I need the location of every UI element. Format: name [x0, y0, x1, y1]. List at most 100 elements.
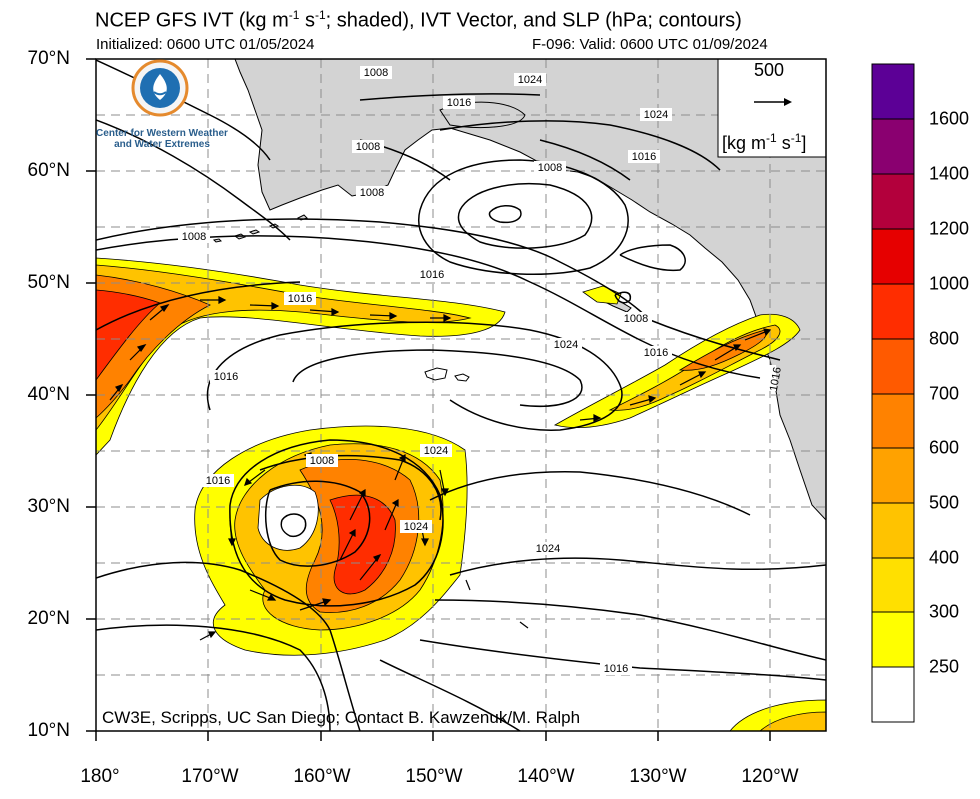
vector-arrow: [679, 371, 707, 386]
slp-label: 1008: [360, 187, 384, 199]
slp-label: 1008: [356, 141, 380, 153]
colorbar-bin: [871, 557, 915, 613]
lon-label: 170°W: [181, 766, 239, 787]
ivt-vectors: [109, 296, 772, 641]
lon-label: 150°W: [405, 766, 463, 787]
vector-arrow: [744, 328, 772, 341]
slp-label: 1016: [288, 293, 312, 305]
colorbar-label: 1000: [929, 273, 970, 294]
vector-arrow: [714, 344, 742, 361]
lat-label: 60°N: [27, 160, 70, 181]
colorbar-label: 1600: [929, 108, 970, 129]
slp-label: 1016: [604, 663, 628, 675]
credit-line: CW3E, Scripps, UC San Diego; Contact B. …: [102, 708, 581, 727]
colorbar-bin: [871, 393, 915, 449]
axis-ticks: [86, 58, 771, 741]
vector-arrow: [200, 296, 227, 304]
colorbar: [871, 63, 915, 723]
slp-label: 1024: [554, 339, 578, 351]
ivt-shading: [96, 257, 826, 731]
colorbar-bin: [871, 283, 915, 340]
slp-label: 1008: [624, 313, 648, 325]
slp-label: 1024: [518, 74, 542, 86]
slp-label: 1024: [424, 445, 448, 457]
slp-labels: 1008 1024 1016 1024 1008 1016 1008 1008 …: [178, 66, 784, 675]
lon-label: 160°W: [293, 766, 351, 787]
lon-label: 130°W: [629, 766, 687, 787]
map-area: 1008 1024 1016 1024 1008 1016 1008 1008 …: [96, 59, 826, 731]
vector-arrow: [149, 303, 170, 321]
colorbar-bin: [871, 63, 915, 120]
colorbar-bin: [871, 447, 915, 504]
colorbar-bin: [871, 666, 915, 723]
reference-vector-unit: [kg m-1 s-1]: [722, 131, 807, 153]
colorbar-label: 400: [929, 547, 960, 568]
colorbar-label: 800: [929, 328, 960, 349]
vector-arrow: [579, 414, 602, 422]
slp-label: 1016: [644, 347, 668, 359]
vector-arrow: [394, 453, 406, 481]
lat-label: 50°N: [27, 272, 70, 293]
reference-vector-value: 500: [754, 60, 785, 80]
cw3e-logo: [131, 59, 189, 117]
vector-arrow: [629, 395, 657, 406]
vector-arrow: [359, 553, 382, 581]
colorbar-label: 700: [929, 383, 960, 404]
vector-arrow: [430, 314, 452, 322]
logo-caption-2: and Water Extremes: [114, 139, 210, 150]
lat-label: 10°N: [27, 720, 70, 741]
colorbar-bin: [871, 118, 915, 175]
slp-label: 1016: [632, 151, 656, 163]
vector-arrow: [249, 589, 277, 601]
vector-arrow: [519, 621, 529, 629]
init-time: Initialized: 0600 UTC 01/05/2024: [96, 36, 315, 53]
lon-label: 180°: [80, 766, 120, 787]
logo-caption-1: Center for Western Weather: [96, 128, 228, 139]
colorbar-bin: [871, 502, 915, 559]
colorbar-label: 600: [929, 437, 960, 458]
vector-arrow: [349, 488, 366, 521]
vector-arrow: [299, 598, 332, 611]
colorbar-label: 300: [929, 601, 960, 622]
slp-label: 1016: [206, 475, 230, 487]
lat-label: 30°N: [27, 496, 70, 517]
slp-label: 1008: [538, 162, 562, 174]
colorbar-bin: [871, 611, 915, 668]
vector-arrow: [465, 579, 471, 591]
colorbar-bin: [871, 338, 915, 395]
vector-arrow: [439, 469, 449, 497]
slp-label: 1016: [447, 97, 471, 109]
colorbar-bin: [871, 228, 915, 285]
lat-label: 40°N: [27, 384, 70, 405]
slp-label: 1008: [364, 67, 388, 79]
map-title: NCEP GFS IVT (kg m-1 s-1; shaded), IVT V…: [95, 8, 742, 32]
lon-label: 120°W: [741, 766, 799, 787]
vector-arrow: [199, 631, 217, 641]
slp-label: 1008: [310, 455, 334, 467]
slp-label: 1016: [420, 269, 444, 281]
vector-arrow: [228, 519, 236, 547]
vector-arrow: [129, 343, 147, 361]
colorbar-label: 500: [929, 492, 960, 513]
slp-label: 1008: [182, 231, 206, 243]
slp-label: 1016: [768, 366, 784, 392]
valid-time: F-096: Valid: 0600 UTC 01/09/2024: [532, 36, 768, 53]
colorbar-bin: [871, 173, 915, 230]
slp-label: 1024: [404, 521, 428, 533]
colorbar-label: 1200: [929, 218, 970, 239]
colorbar-label: 250: [929, 656, 960, 677]
vector-arrow: [249, 302, 280, 310]
reference-vector-box: [717, 59, 826, 158]
slp-label: 1024: [536, 543, 560, 555]
vector-arrow: [109, 383, 124, 401]
vector-arrow: [244, 469, 266, 486]
vector-arrow: [384, 498, 399, 531]
colorbar-label: 1400: [929, 163, 970, 184]
vector-arrow: [339, 528, 356, 561]
vector-arrow: [309, 308, 340, 316]
lon-label: 140°W: [517, 766, 575, 787]
slp-label: 1024: [644, 109, 668, 121]
vector-arrow: [369, 312, 398, 320]
lat-label: 20°N: [27, 608, 70, 629]
